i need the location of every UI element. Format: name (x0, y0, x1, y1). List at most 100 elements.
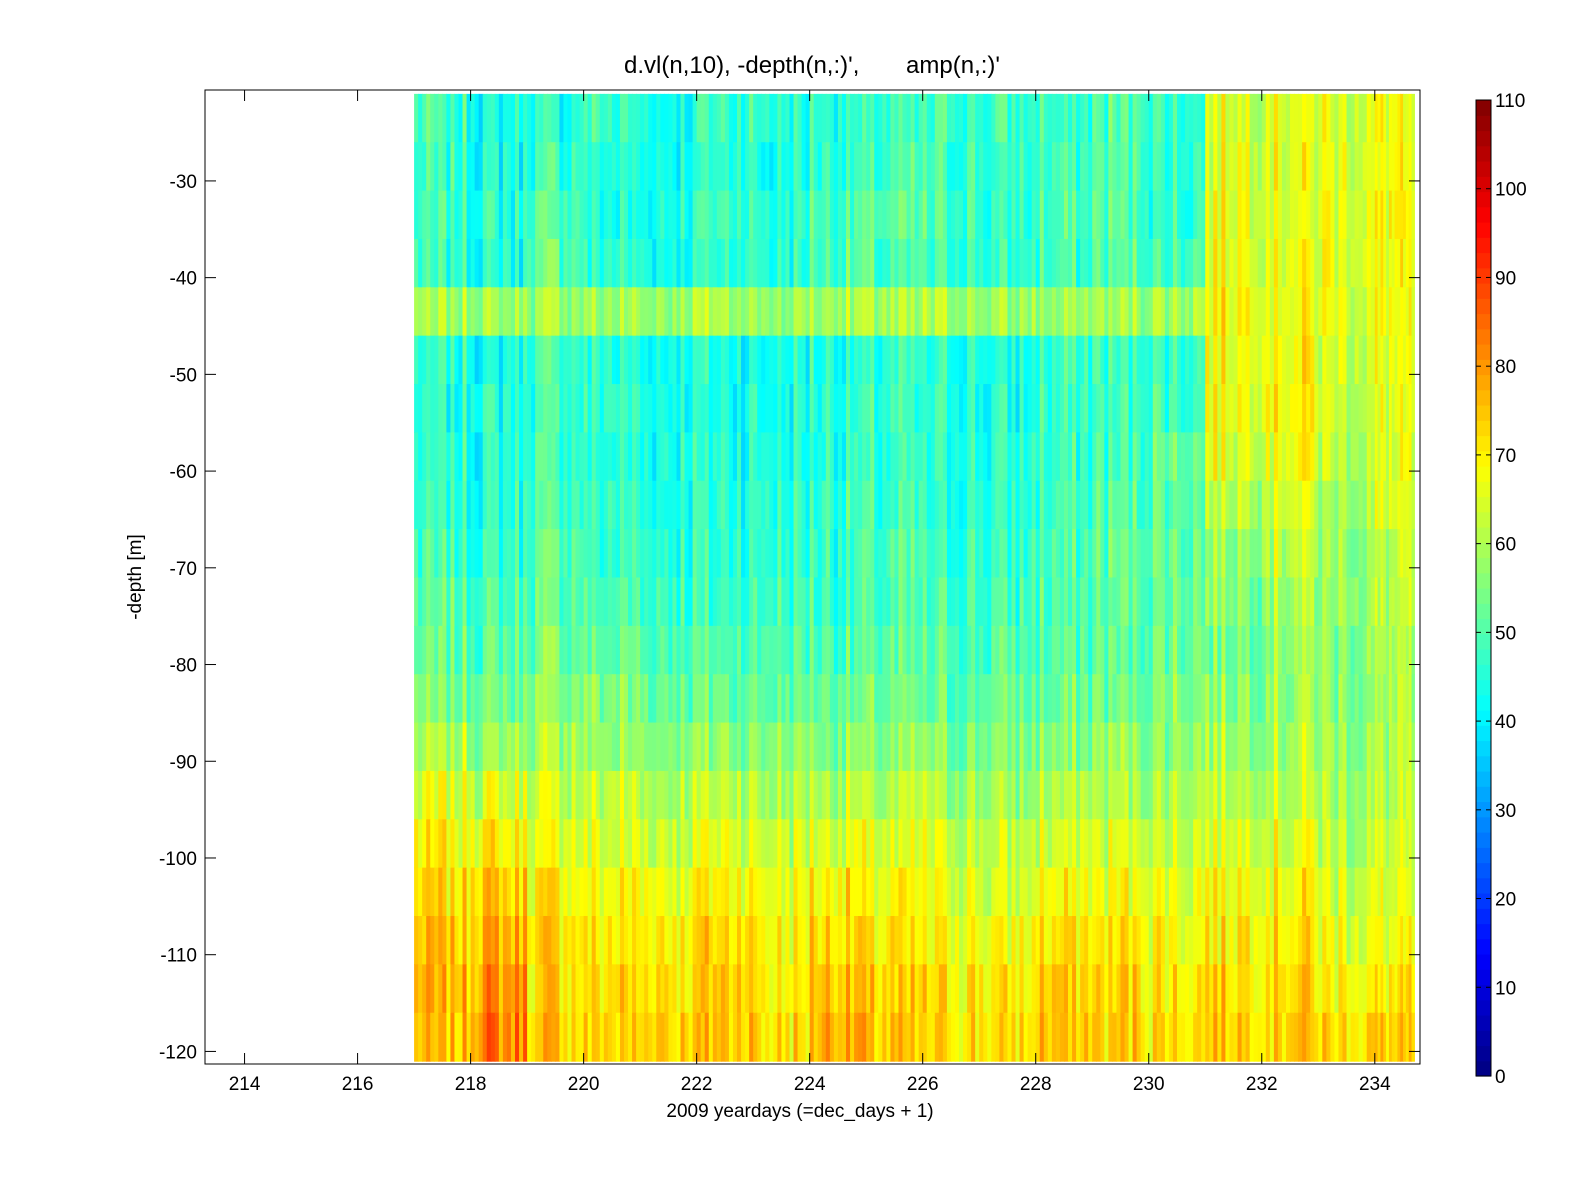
heatmap-cell (1269, 287, 1275, 337)
heatmap-cell (1362, 674, 1368, 724)
heatmap-cell (1120, 432, 1126, 482)
heatmap-cell (1386, 916, 1390, 965)
heatmap-cell (1181, 867, 1186, 917)
heatmap-cell (1181, 432, 1186, 482)
heatmap-cell (773, 142, 778, 192)
heatmap-cell (1257, 964, 1263, 1014)
heatmap-cell (841, 819, 847, 869)
heatmap-cell (1394, 674, 1398, 724)
heatmap-cell (700, 190, 706, 240)
heatmap-cell (749, 916, 754, 965)
heatmap-cell (712, 142, 718, 192)
heatmap-cell (1108, 335, 1114, 385)
heatmap-cell (1253, 577, 1259, 627)
heatmap-cell (769, 770, 774, 820)
heatmap-cell (1003, 964, 1009, 1014)
heatmap-cell (1265, 432, 1271, 482)
heatmap-cell (1177, 93, 1182, 143)
heatmap-cell (1035, 384, 1041, 433)
heatmap-cell (813, 916, 819, 965)
heatmap-cell (1269, 335, 1275, 385)
heatmap-cell (523, 867, 528, 917)
heatmap-cell (1229, 432, 1235, 482)
heatmap-cell (506, 384, 512, 433)
heatmap-cell (769, 577, 774, 627)
heatmap-cell (1128, 916, 1134, 965)
heatmap-cell (1108, 625, 1114, 675)
heatmap-cell (728, 529, 734, 579)
heatmap-cell (595, 335, 601, 385)
heatmap-cell (1221, 916, 1227, 965)
heatmap-cell (1027, 384, 1033, 433)
heatmap-cell (446, 1012, 452, 1062)
heatmap-cell (478, 867, 484, 917)
heatmap-cell (890, 238, 896, 288)
heatmap-cell (959, 335, 964, 385)
heatmap-cell (531, 964, 536, 1014)
heatmap-cell (773, 674, 778, 724)
heatmap-cell (1386, 432, 1390, 482)
heatmap-cell (1120, 142, 1126, 192)
heatmap-cell (1092, 1012, 1097, 1062)
heatmap-cell (418, 142, 423, 192)
heatmap-cell (1217, 916, 1223, 965)
heatmap-cell (858, 190, 863, 240)
heatmap-cell (640, 93, 645, 143)
heatmap-cell (462, 93, 468, 143)
heatmap-cell (623, 722, 629, 772)
heatmap-cell (959, 964, 964, 1014)
heatmap-cell (559, 287, 565, 337)
heatmap-cell (426, 867, 431, 917)
heatmap-cell (732, 722, 738, 772)
heatmap-cell (1007, 964, 1013, 1014)
heatmap-cell (716, 577, 722, 627)
heatmap-cell (628, 238, 633, 288)
heatmap-cell (523, 770, 528, 820)
heatmap-cell (1068, 432, 1073, 482)
heatmap-cell (1342, 190, 1348, 240)
heatmap-cell (676, 1012, 682, 1062)
heatmap-cell (1346, 190, 1352, 240)
heatmap-cell (1068, 529, 1073, 579)
heatmap-cell (1104, 384, 1109, 433)
heatmap-cell (773, 190, 778, 240)
heatmap-cell (781, 190, 787, 240)
heatmap-cell (1253, 93, 1259, 143)
heatmap-cell (890, 93, 896, 143)
heatmap-cell (1374, 964, 1379, 1014)
heatmap-cell (757, 1012, 762, 1062)
heatmap-cell (902, 287, 908, 337)
heatmap-cell (551, 93, 556, 143)
heatmap-cell (466, 770, 472, 820)
heatmap-cell (1193, 432, 1198, 482)
heatmap-cell (450, 384, 456, 433)
heatmap-cell (1269, 480, 1275, 530)
heatmap-cell (1185, 142, 1190, 192)
heatmap-cell (506, 964, 512, 1014)
heatmap-cell (700, 964, 706, 1014)
heatmap-cell (841, 625, 847, 675)
heatmap-cell (1080, 335, 1085, 385)
heatmap-cell (1116, 432, 1122, 482)
heatmap-cell (450, 238, 456, 288)
heatmap-cell (1310, 335, 1315, 385)
heatmap-cell (1221, 287, 1227, 337)
heatmap-cell (414, 529, 419, 579)
heatmap-cell (1128, 964, 1134, 1014)
heatmap-cell (1072, 142, 1077, 192)
heatmap-cell (1120, 190, 1126, 240)
heatmap-cell (490, 93, 496, 143)
heatmap-cell (652, 93, 657, 143)
heatmap-cell (595, 770, 601, 820)
heatmap-cell (979, 625, 984, 675)
heatmap-cell (1120, 529, 1126, 579)
heatmap-cell (1116, 1012, 1122, 1062)
heatmap-cell (434, 238, 439, 288)
heatmap-cell (1281, 93, 1287, 143)
heatmap-cell (874, 819, 879, 869)
heatmap-cell (1059, 287, 1065, 337)
heatmap-cell (1253, 287, 1259, 337)
heatmap-cell (486, 722, 492, 772)
heatmap-cell (902, 916, 908, 965)
heatmap-cell (728, 1012, 734, 1062)
